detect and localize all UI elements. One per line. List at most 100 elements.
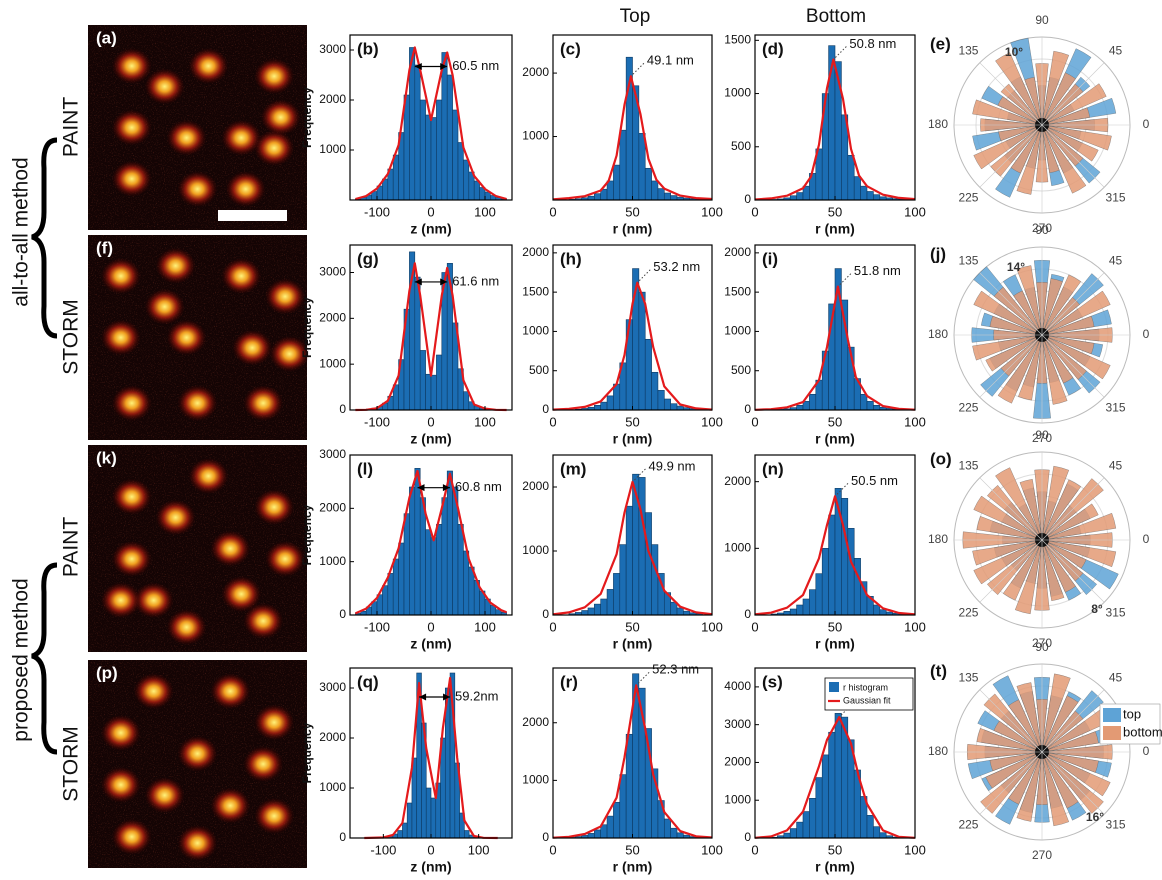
y-tick-label: 0 [339,830,346,844]
fit-curve [754,716,916,839]
rose-wedge [1041,513,1117,541]
x-tick-label: 50 [828,204,842,219]
bar [387,573,394,616]
bar [473,180,480,201]
rose-wedge [972,99,1043,126]
emitter-cluster [265,540,306,577]
rose-wedge [985,751,1043,789]
rose-wedge [976,728,1043,753]
rose-wedge [1016,751,1043,822]
polar-spoke [979,539,1043,603]
bar [821,548,829,616]
y-tick-label: 1000 [724,324,751,338]
bar [651,371,659,411]
x-tick-label: 100 [474,204,496,219]
theta-tick-label: 135 [958,459,978,473]
x-axis-label: r (nm) [815,859,855,875]
y-tick-label: 2000 [319,501,346,515]
x-axis-label: r (nm) [815,636,855,652]
rose-wedge [995,467,1043,541]
theta-tick-label: 225 [958,606,978,620]
bar [430,537,437,616]
row-label: STORM [60,726,83,801]
rose-wedge [1041,124,1112,151]
bar [463,391,470,411]
bar [796,404,804,411]
x-tick-label: 100 [904,842,926,857]
emitter-cluster [100,582,141,619]
bar [419,99,426,201]
bar [809,589,817,616]
theta-tick-label: 270 [1032,636,1052,650]
x-axis-label: r (nm) [613,221,653,237]
y-tick-label: 0 [339,402,346,416]
emitter-cluster [144,777,185,814]
x-tick-label: 0 [751,842,758,857]
emitter-cluster [225,171,266,207]
bar [847,528,855,616]
rose-wedge [1041,83,1107,126]
annotation: 52.3 nm [652,662,699,677]
bar [392,154,399,201]
legend-box [824,677,914,711]
bar [436,99,443,201]
emitter-cluster [221,576,262,613]
fit-curve [754,285,916,411]
fit-curve [552,684,713,839]
annotation-leader [638,268,652,282]
theta-tick-label: 90 [1035,428,1049,442]
x-tick-label: 0 [427,842,434,857]
polar-spoke [979,124,1043,188]
emitter-cluster [144,288,185,325]
theta-tick-label: 180 [928,327,948,341]
bar [670,827,678,839]
emitter-cluster [177,385,218,422]
emitter-cluster [100,714,141,751]
polar-spoke [979,477,1043,541]
y-tick-label: 1000 [522,129,549,143]
fit-curve [552,480,713,616]
bar [834,713,842,839]
bar [619,544,627,616]
emitter-cluster [243,602,284,639]
bar [382,585,389,616]
bar [879,832,887,839]
x-tick-label: 50 [625,414,639,429]
rose-wedge [1041,731,1099,753]
rose-wedge [1041,751,1079,809]
bar [419,497,426,616]
x-axis-label: r (nm) [613,859,653,875]
bar [419,350,426,411]
fit-curve [754,495,916,616]
bar [463,159,470,201]
x-tick-label: 100 [701,842,723,857]
bar [828,514,836,616]
fit-curve [754,58,916,201]
y-tick-label: 1000 [522,543,549,557]
rose-wedge [1041,539,1076,593]
y-axis-label: Frequency [300,722,314,783]
rose-wedge [1016,265,1043,336]
bar [821,754,829,839]
polar-spoke [1041,751,1105,815]
bar [860,393,868,411]
panel-label: (r) [560,672,578,691]
y-tick-label: 3000 [319,680,346,694]
x-tick-label: 50 [625,842,639,857]
x-tick-label: 0 [549,204,556,219]
y-tick-label: 0 [542,830,549,844]
bar [796,604,804,616]
polar-spoke [979,334,1043,398]
rose-wedge [1041,107,1090,126]
x-tick-label: 50 [625,619,639,634]
emitter-cluster [133,673,174,710]
bar [638,133,646,201]
bar [789,828,797,839]
bar [670,195,678,201]
theta-tick-label: 315 [1106,401,1126,415]
annotation: 49.1 nm [647,53,694,68]
panel-label: (m) [560,459,586,478]
x-tick-label: 100 [701,204,723,219]
bar [644,167,652,201]
